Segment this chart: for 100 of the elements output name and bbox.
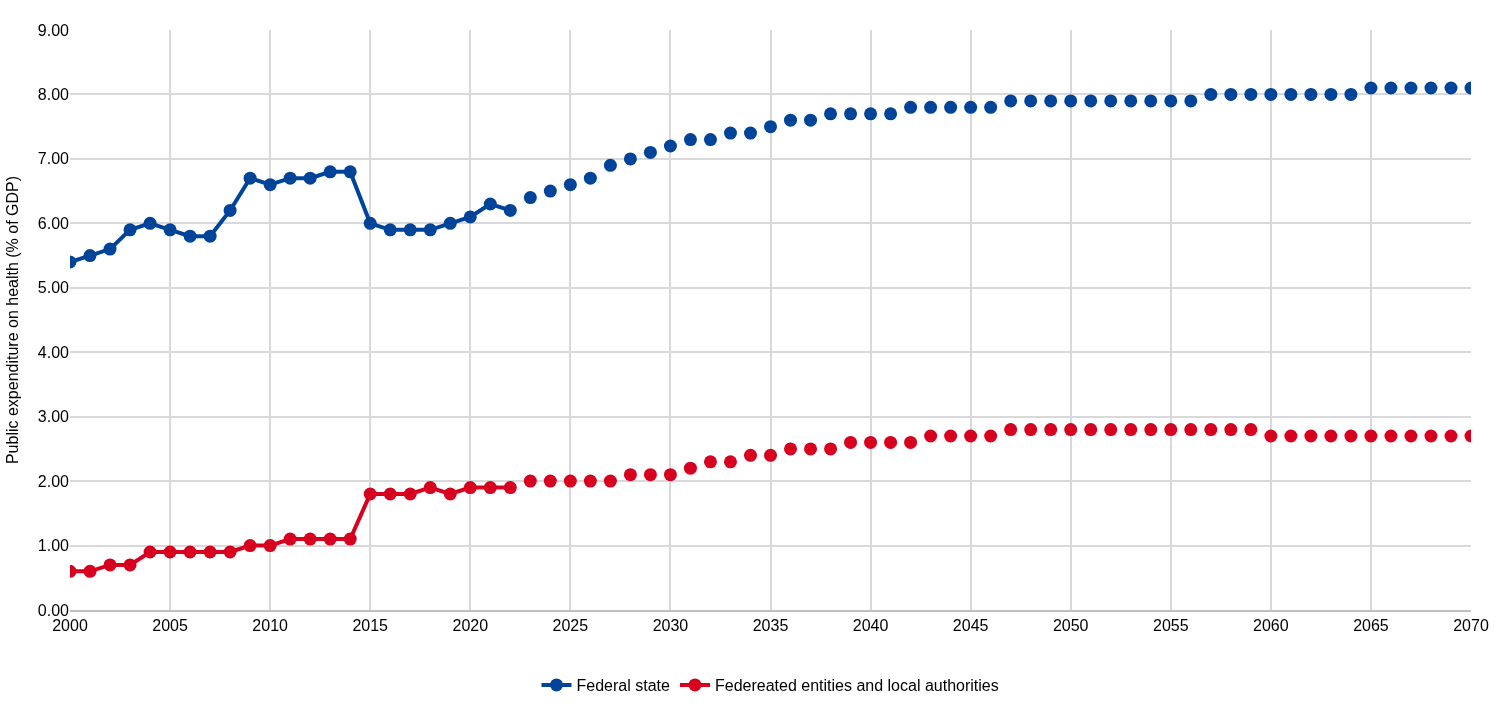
point — [223, 545, 237, 559]
point — [283, 532, 297, 546]
point — [1444, 429, 1458, 443]
x-tick-label: 2055 — [1152, 616, 1189, 634]
x-tick-label: 2020 — [452, 616, 489, 634]
point — [123, 223, 137, 237]
point — [503, 203, 517, 217]
point — [423, 481, 437, 495]
point — [303, 171, 317, 185]
point — [824, 107, 838, 121]
y-tick-label: 3.00 — [37, 408, 70, 426]
point — [603, 158, 617, 172]
point — [503, 481, 517, 495]
point — [1424, 429, 1438, 443]
point — [143, 216, 157, 230]
point — [844, 107, 858, 121]
point — [864, 107, 878, 121]
point — [163, 223, 177, 237]
point — [583, 171, 597, 185]
point — [1044, 423, 1058, 437]
y-tick-label: 2.00 — [37, 472, 70, 490]
point — [824, 442, 838, 456]
x-tick-label: 2045 — [952, 616, 989, 634]
point — [203, 545, 217, 559]
point — [784, 113, 798, 127]
point — [1164, 423, 1178, 437]
point — [543, 474, 557, 488]
point — [603, 474, 617, 488]
point — [1004, 423, 1018, 437]
point — [443, 216, 457, 230]
point — [904, 100, 918, 114]
point — [984, 100, 998, 114]
point — [383, 223, 397, 237]
point — [1364, 81, 1378, 95]
point — [463, 210, 477, 224]
point — [1304, 87, 1318, 101]
point — [904, 435, 918, 449]
point — [243, 171, 257, 185]
point — [343, 532, 357, 546]
x-tick-label: 2025 — [552, 616, 589, 634]
point — [723, 455, 737, 469]
point — [1244, 87, 1258, 101]
x-tick-label: 2060 — [1253, 616, 1289, 634]
y-tick-label: 5.00 — [37, 279, 70, 297]
point — [1224, 423, 1238, 437]
point — [1024, 423, 1038, 437]
point — [403, 487, 417, 501]
x-tick-label: 2005 — [152, 616, 188, 634]
point — [263, 539, 277, 553]
y-tick-label: 1.00 — [37, 537, 70, 555]
point — [663, 468, 677, 482]
point — [1324, 87, 1338, 101]
point — [403, 223, 417, 237]
point — [263, 178, 277, 192]
x-tick-label: 2040 — [852, 616, 889, 634]
point — [1004, 94, 1018, 108]
point — [83, 249, 97, 263]
y-tick-label: 6.00 — [37, 214, 70, 232]
point — [363, 216, 377, 230]
point — [363, 487, 377, 501]
x-tick-label: 2000 — [52, 616, 88, 634]
point — [1204, 423, 1218, 437]
x-tick-label: 2015 — [352, 616, 389, 634]
x-tick-label: 2050 — [1052, 616, 1089, 634]
point — [143, 545, 157, 559]
point — [804, 113, 818, 127]
point — [884, 435, 898, 449]
point — [123, 558, 137, 572]
point — [744, 126, 757, 140]
point — [844, 435, 858, 449]
point — [1104, 94, 1118, 108]
point — [964, 429, 978, 443]
point — [764, 448, 777, 462]
point — [423, 223, 437, 237]
point — [303, 532, 317, 546]
point — [1224, 87, 1238, 101]
point — [764, 120, 777, 134]
point — [1244, 423, 1258, 437]
point — [583, 474, 597, 488]
point — [183, 229, 197, 243]
point — [1204, 87, 1218, 101]
point — [723, 126, 737, 140]
point — [984, 429, 998, 443]
point — [1384, 81, 1398, 95]
point — [383, 487, 397, 501]
point — [543, 184, 557, 198]
legend-label: Federal state — [576, 677, 670, 695]
point — [563, 178, 577, 192]
point — [1064, 423, 1078, 437]
point — [1364, 429, 1378, 443]
point — [944, 100, 958, 114]
point — [964, 100, 978, 114]
x-tick-label: 2030 — [652, 616, 689, 634]
point — [1264, 87, 1278, 101]
point — [463, 481, 477, 495]
point — [1444, 81, 1458, 95]
point — [1284, 87, 1298, 101]
point — [1264, 429, 1278, 443]
point — [703, 455, 717, 469]
y-tick-label: 7.00 — [37, 150, 70, 168]
